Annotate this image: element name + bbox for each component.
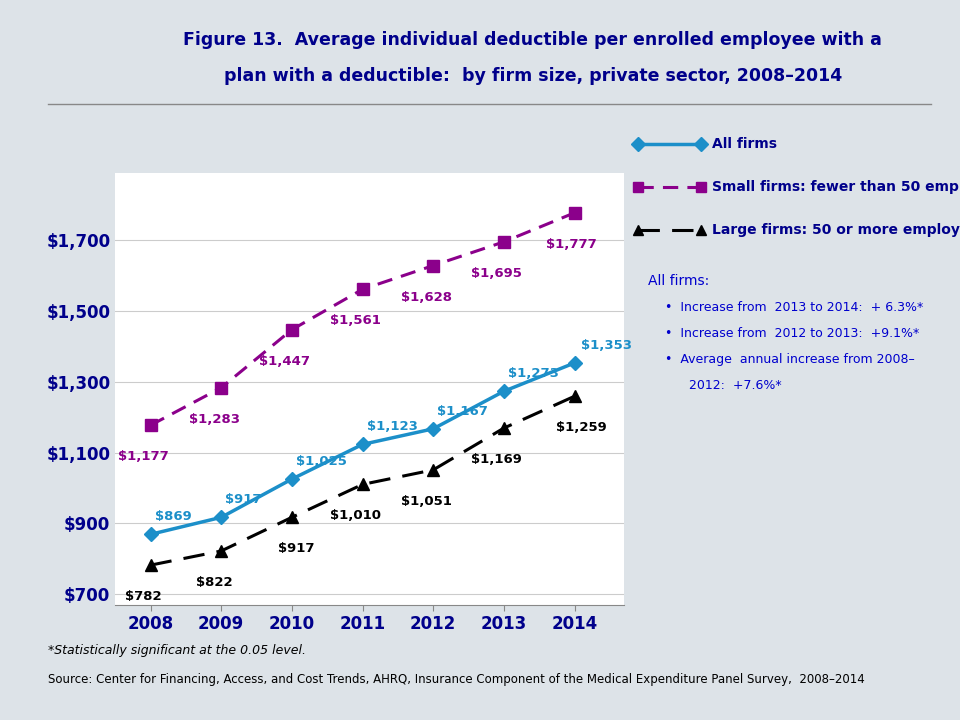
- Text: Source: Center for Financing, Access, and Cost Trends, AHRQ, Insurance Component: Source: Center for Financing, Access, an…: [48, 673, 865, 686]
- Text: $1,628: $1,628: [400, 291, 452, 304]
- Text: $1,561: $1,561: [330, 315, 381, 328]
- Text: $1,777: $1,777: [546, 238, 597, 251]
- Text: $822: $822: [196, 576, 232, 589]
- Text: $1,273: $1,273: [508, 367, 559, 380]
- Text: *Statistically significant at the 0.05 level.: *Statistically significant at the 0.05 l…: [48, 644, 306, 657]
- Text: All firms:: All firms:: [648, 274, 709, 287]
- Text: $917: $917: [277, 542, 314, 555]
- Text: •  Increase from  2012 to 2013:  +9.1%*: • Increase from 2012 to 2013: +9.1%*: [665, 327, 920, 340]
- Text: $1,010: $1,010: [330, 510, 381, 523]
- Text: $1,025: $1,025: [296, 455, 347, 468]
- Text: $1,051: $1,051: [401, 495, 452, 508]
- Text: $917: $917: [226, 493, 262, 506]
- Text: Figure 13.  Average individual deductible per enrolled employee with a: Figure 13. Average individual deductible…: [183, 30, 882, 49]
- Text: $1,123: $1,123: [367, 420, 418, 433]
- Text: $1,259: $1,259: [556, 421, 607, 434]
- Text: All firms: All firms: [712, 137, 778, 151]
- Text: $782: $782: [125, 590, 162, 603]
- Text: plan with a deductible:  by firm size, private sector, 2008–2014: plan with a deductible: by firm size, pr…: [224, 67, 842, 85]
- Text: $1,283: $1,283: [189, 413, 240, 426]
- Text: $1,353: $1,353: [582, 339, 633, 352]
- Text: $1,169: $1,169: [471, 453, 522, 466]
- Text: Small firms: fewer than 50 employees: Small firms: fewer than 50 employees: [712, 180, 960, 194]
- Text: $1,177: $1,177: [118, 450, 169, 463]
- Text: 2012:  +7.6%*: 2012: +7.6%*: [689, 379, 781, 392]
- Text: $869: $869: [155, 510, 191, 523]
- Text: $1,167: $1,167: [438, 405, 489, 418]
- Text: $1,695: $1,695: [471, 267, 522, 280]
- Text: •  Average  annual increase from 2008–: • Average annual increase from 2008–: [665, 353, 915, 366]
- Text: $1,447: $1,447: [259, 355, 310, 368]
- Text: •  Increase from  2013 to 2014:  + 6.3%*: • Increase from 2013 to 2014: + 6.3%*: [665, 301, 924, 314]
- Text: Large firms: 50 or more employees: Large firms: 50 or more employees: [712, 223, 960, 238]
